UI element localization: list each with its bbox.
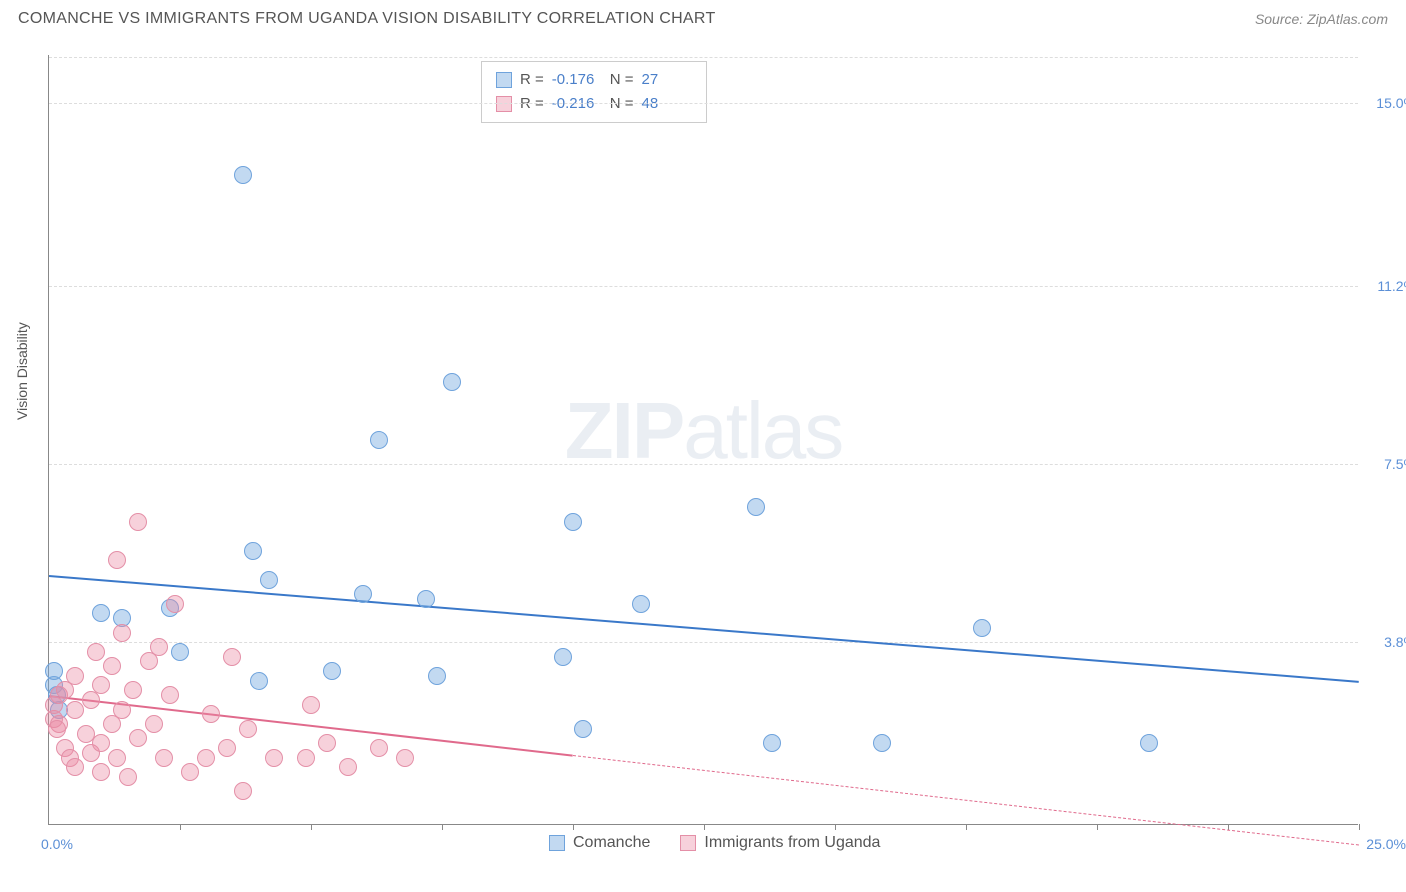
swatch-comanche xyxy=(496,72,512,88)
data-point xyxy=(428,667,446,685)
data-point xyxy=(747,498,765,516)
data-point xyxy=(370,739,388,757)
data-point xyxy=(92,604,110,622)
data-point xyxy=(103,657,121,675)
gridline xyxy=(49,464,1358,465)
data-point xyxy=(48,720,66,738)
data-point xyxy=(166,595,184,613)
gridline xyxy=(49,286,1358,287)
x-tick xyxy=(1359,824,1360,830)
x-tick xyxy=(180,824,181,830)
data-point xyxy=(113,624,131,642)
data-point xyxy=(66,758,84,776)
y-tick-label: 11.2% xyxy=(1377,278,1406,294)
data-point xyxy=(239,720,257,738)
gridline xyxy=(49,642,1358,643)
data-point xyxy=(92,734,110,752)
data-point xyxy=(66,701,84,719)
x-tick xyxy=(573,824,574,830)
x-tick xyxy=(835,824,836,830)
data-point xyxy=(323,662,341,680)
x-tick xyxy=(311,824,312,830)
data-point xyxy=(354,585,372,603)
data-point xyxy=(564,513,582,531)
data-point xyxy=(129,729,147,747)
data-point xyxy=(339,758,357,776)
x-min-label: 0.0% xyxy=(41,836,73,852)
stats-row-comanche: R = -0.176 N = 27 xyxy=(496,68,692,92)
data-point xyxy=(234,166,252,184)
data-point xyxy=(973,619,991,637)
data-point xyxy=(250,672,268,690)
data-point xyxy=(45,662,63,680)
y-axis-label: Vision Disability xyxy=(14,322,30,420)
data-point xyxy=(119,768,137,786)
data-point xyxy=(129,513,147,531)
x-tick xyxy=(442,824,443,830)
data-point xyxy=(145,715,163,733)
watermark: ZIPatlas xyxy=(565,384,842,476)
data-point xyxy=(171,643,189,661)
legend-item-comanche: Comanche xyxy=(549,834,650,852)
y-tick-label: 3.8% xyxy=(1384,634,1406,650)
data-point xyxy=(150,638,168,656)
series-legend: Comanche Immigrants from Uganda xyxy=(549,834,880,852)
r-label: R = xyxy=(520,68,544,92)
x-tick xyxy=(704,824,705,830)
data-point xyxy=(113,701,131,719)
x-tick xyxy=(966,824,967,830)
data-point xyxy=(202,705,220,723)
data-point xyxy=(443,373,461,391)
data-point xyxy=(244,542,262,560)
data-point xyxy=(574,720,592,738)
data-point xyxy=(302,696,320,714)
x-tick xyxy=(1097,824,1098,830)
data-point xyxy=(318,734,336,752)
y-tick-label: 15.0% xyxy=(1376,95,1406,111)
data-point xyxy=(396,749,414,767)
data-point xyxy=(218,739,236,757)
data-point xyxy=(417,590,435,608)
data-point xyxy=(197,749,215,767)
scatter-chart: ZIPatlas R = -0.176 N = 27 R = -0.216 N … xyxy=(48,55,1358,825)
source-attribution: Source: ZipAtlas.com xyxy=(1255,11,1388,27)
n-label: N = xyxy=(610,68,634,92)
data-point xyxy=(763,734,781,752)
legend-label: Comanche xyxy=(573,834,650,852)
legend-label: Immigrants from Uganda xyxy=(704,834,880,852)
data-point xyxy=(873,734,891,752)
data-point xyxy=(265,749,283,767)
data-point xyxy=(161,686,179,704)
trend-line xyxy=(573,755,1359,846)
data-point xyxy=(370,431,388,449)
trend-line xyxy=(49,575,1359,683)
gridline xyxy=(49,103,1358,104)
swatch-uganda xyxy=(680,835,696,851)
data-point xyxy=(234,782,252,800)
y-tick-label: 7.5% xyxy=(1384,456,1406,472)
data-point xyxy=(223,648,241,666)
data-point xyxy=(108,551,126,569)
chart-title: COMANCHE VS IMMIGRANTS FROM UGANDA VISIO… xyxy=(18,10,716,28)
data-point xyxy=(92,676,110,694)
data-point xyxy=(632,595,650,613)
data-point xyxy=(92,763,110,781)
data-point xyxy=(124,681,142,699)
r-value: -0.176 xyxy=(552,68,602,92)
gridline xyxy=(49,57,1358,58)
stats-legend: R = -0.176 N = 27 R = -0.216 N = 48 xyxy=(481,61,707,123)
data-point xyxy=(260,571,278,589)
data-point xyxy=(1140,734,1158,752)
data-point xyxy=(108,749,126,767)
data-point xyxy=(181,763,199,781)
x-max-label: 25.0% xyxy=(1366,836,1406,852)
swatch-comanche xyxy=(549,835,565,851)
data-point xyxy=(87,643,105,661)
data-point xyxy=(155,749,173,767)
n-value: 27 xyxy=(642,68,692,92)
data-point xyxy=(554,648,572,666)
legend-item-uganda: Immigrants from Uganda xyxy=(680,834,880,852)
data-point xyxy=(66,667,84,685)
data-point xyxy=(297,749,315,767)
